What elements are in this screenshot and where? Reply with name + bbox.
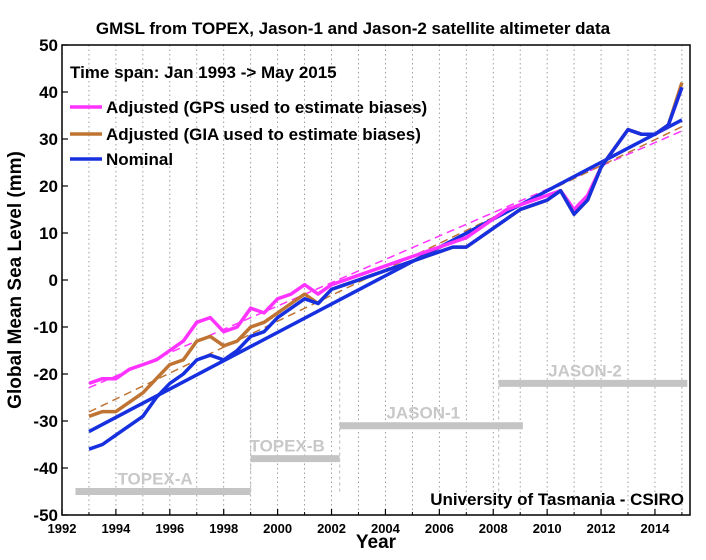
series-line-3 bbox=[88, 86, 684, 451]
x-tick-label: 2010 bbox=[533, 521, 562, 536]
chart-title: GMSL from TOPEX, Jason-1 and Jason-2 sat… bbox=[96, 19, 611, 38]
x-tick-label: 2004 bbox=[371, 521, 401, 536]
mission-label-jason-1: JASON-1 bbox=[386, 404, 460, 423]
y-tick-label: 0 bbox=[49, 271, 58, 290]
x-axis-label: Year bbox=[356, 532, 397, 553]
legend-label-1: Adjusted (GPS used to estimate biases) bbox=[106, 98, 427, 117]
mission-label-jason-2: JASON-2 bbox=[548, 361, 622, 380]
y-tick-label: -20 bbox=[33, 365, 58, 384]
y-axis-label: Global Mean Sea Level (mm) bbox=[5, 151, 26, 409]
mission-label-topex-a: TOPEX-A bbox=[117, 470, 192, 489]
x-tick-label: 1994 bbox=[101, 521, 131, 536]
x-tick-label: 2006 bbox=[425, 521, 454, 536]
y-tick-label: 30 bbox=[39, 130, 58, 149]
time-span-annotation: Time span: Jan 1993 -> May 2015 bbox=[70, 63, 337, 82]
series-line-1 bbox=[88, 86, 684, 386]
x-tick-label: 1996 bbox=[155, 521, 184, 536]
y-tick-label: 10 bbox=[39, 224, 58, 243]
y-tick-label: -40 bbox=[33, 459, 58, 478]
x-tick-label: 2000 bbox=[263, 521, 292, 536]
series-lines bbox=[88, 82, 684, 451]
x-tick-label: 2002 bbox=[317, 521, 346, 536]
y-tick-label: -50 bbox=[33, 506, 58, 525]
y-tick-label: 50 bbox=[39, 36, 58, 55]
trend-line-nominal bbox=[88, 118, 683, 434]
mission-bars: TOPEX-A TOPEX-B JASON-1 JASON-2 bbox=[75, 242, 688, 495]
y-tick-label: -10 bbox=[33, 318, 58, 337]
y-tick-label: 40 bbox=[39, 83, 58, 102]
legend-label-2: Adjusted (GIA used to estimate biases) bbox=[106, 125, 421, 144]
legend-label-3: Nominal bbox=[106, 150, 173, 169]
x-tick-label: 2008 bbox=[479, 521, 508, 536]
x-tick-label: 2014 bbox=[641, 521, 671, 536]
x-ticks: 1992 1994 1996 1998 2000 2002 2004 2006 2008 2010… bbox=[48, 509, 683, 536]
y-ticks: 50 40 30 20 10 0 -10 -20 -30 -40 -50 bbox=[33, 36, 68, 525]
x-tick-label: 2012 bbox=[587, 521, 616, 536]
x-tick-label: 1992 bbox=[48, 521, 77, 536]
y-tick-label: -30 bbox=[33, 412, 58, 431]
x-tick-label: 1998 bbox=[209, 521, 238, 536]
legend: Adjusted (GPS used to estimate biases) Ad… bbox=[70, 98, 427, 169]
credit-annotation: University of Tasmania - CSIRO bbox=[430, 490, 684, 509]
mission-label-topex-b: TOPEX-B bbox=[250, 437, 325, 456]
y-tick-label: 20 bbox=[39, 177, 58, 196]
